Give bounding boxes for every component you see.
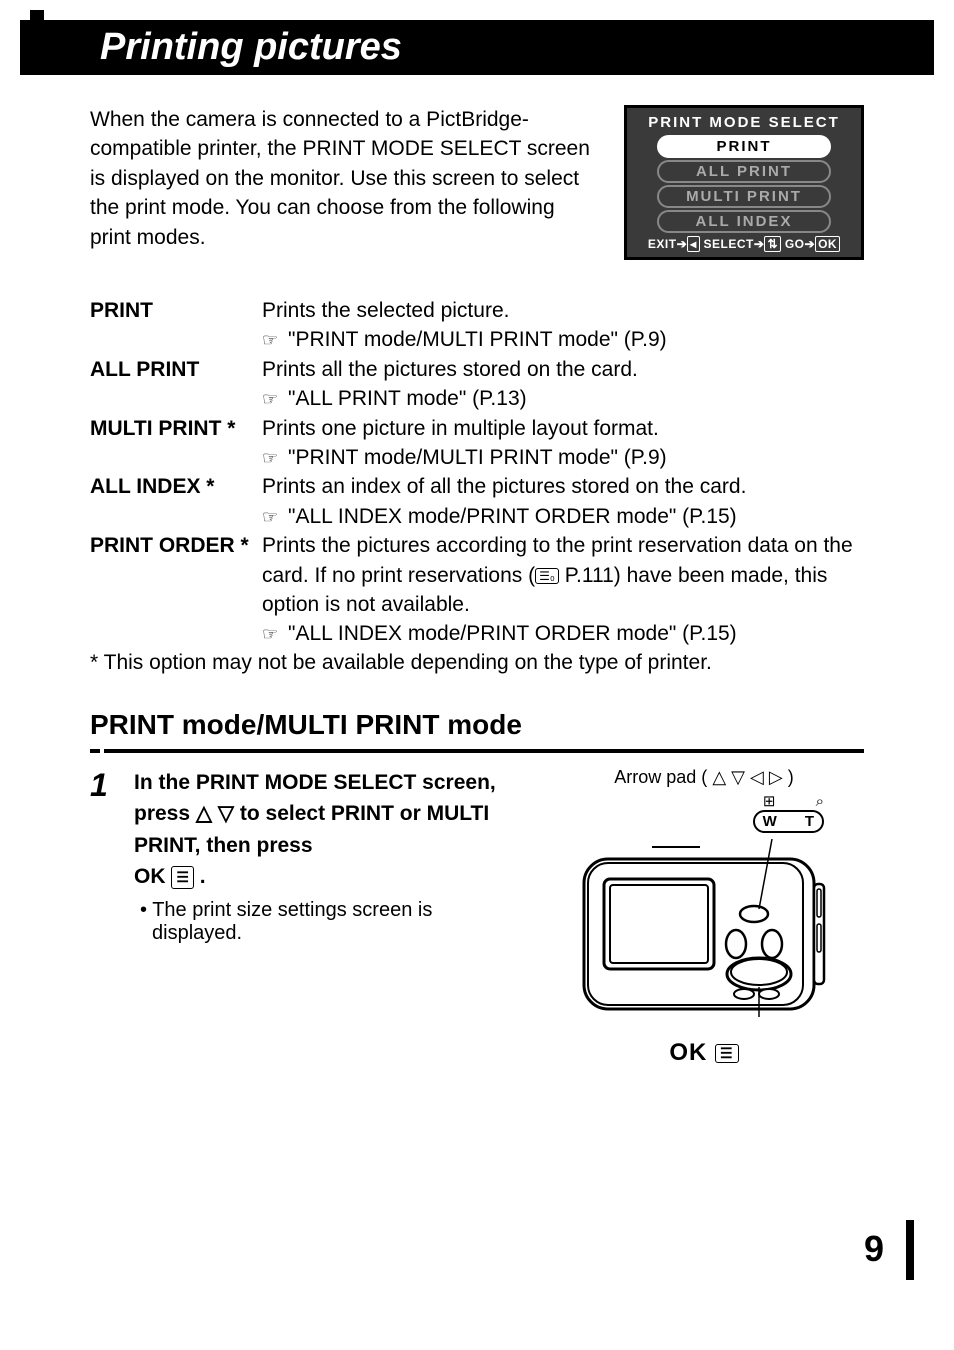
mode-row-all-index: ALL INDEX * Prints an index of all the p…	[90, 472, 864, 531]
mode-label: PRINT ORDER *	[90, 531, 262, 649]
mode-row-all-print: ALL PRINT Prints all the pictures stored…	[90, 355, 864, 414]
mode-ref: "PRINT mode/MULTI PRINT mode" (P.9)	[288, 446, 667, 469]
magnifier-icon: ⌕	[816, 793, 824, 810]
mode-row-print: PRINT Prints the selected picture. ☞ "PR…	[90, 296, 864, 355]
mode-label: PRINT	[90, 296, 262, 355]
right-triangle-icon: ▷	[769, 767, 783, 787]
menu-item-all-print: ALL PRINT	[657, 160, 831, 183]
up-triangle-icon: △	[712, 767, 726, 787]
mode-label: ALL INDEX *	[90, 472, 262, 531]
mode-desc-text: Prints the selected picture.	[262, 299, 509, 322]
section-heading: PRINT mode/MULTI PRINT mode	[90, 709, 864, 747]
page-title: Printing pictures	[90, 26, 934, 69]
mode-desc: Prints one picture in multiple layout fo…	[262, 414, 864, 473]
mode-ref: "ALL INDEX mode/PRINT ORDER mode" (P.15)	[288, 505, 737, 528]
menu-icon: ☰	[171, 866, 194, 889]
menu-item-print: PRINT	[657, 135, 831, 158]
mode-label: ALL PRINT	[90, 355, 262, 414]
step-number: 1	[90, 767, 134, 1067]
mode-desc-text: Prints all the pictures stored on the ca…	[262, 358, 638, 381]
step-block: 1 In the PRINT MODE SELECT screen, press…	[90, 767, 864, 1067]
mode-desc: Prints the selected picture. ☞ "PRINT mo…	[262, 296, 864, 355]
step-instruction: In the PRINT MODE SELECT screen, press △…	[134, 767, 524, 893]
footer-select: SELECT	[704, 237, 754, 251]
mode-desc-text: Prints one picture in multiple layout fo…	[262, 417, 659, 440]
menu-item-all-index: ALL INDEX	[657, 210, 831, 233]
step-diagram: Arrow pad ( △ ▽ ◁ ▷ ) ⊞ ⌕ WT	[544, 767, 864, 1067]
quad-icon: ⊞	[763, 793, 776, 810]
header-tab-decoration	[30, 10, 44, 75]
screen-footer: EXIT➔◂ SELECT➔⇅ GO➔OK	[633, 237, 855, 251]
screen-title: PRINT MODE SELECT	[633, 114, 855, 131]
arrow-pad-text: Arrow pad (	[614, 767, 707, 787]
camera-illustration	[544, 839, 864, 1029]
footer-updown-icon: ⇅	[764, 236, 781, 252]
page-header: Printing pictures	[20, 20, 934, 75]
footnote: * This option may not be available depen…	[90, 651, 864, 675]
mode-ref: "ALL INDEX mode/PRINT ORDER mode" (P.15)	[288, 622, 737, 645]
page-number: 9	[864, 1228, 884, 1270]
camera-svg	[574, 839, 834, 1029]
mode-desc: Prints an index of all the pictures stor…	[262, 472, 864, 531]
step-ok-label: OK	[134, 865, 166, 888]
down-triangle-icon: ▽	[218, 798, 234, 830]
down-triangle-icon: ▽	[731, 767, 745, 787]
up-triangle-icon: △	[196, 798, 212, 830]
modes-table: PRINT Prints the selected picture. ☞ "PR…	[90, 296, 864, 649]
pointer-icon: ☞	[262, 622, 278, 647]
mode-label: MULTI PRINT *	[90, 414, 262, 473]
ok-label: OK ☰	[544, 1039, 864, 1067]
mode-desc: Prints the pictures according to the pri…	[262, 531, 864, 649]
mode-row-multi-print: MULTI PRINT * Prints one picture in mult…	[90, 414, 864, 473]
step-note: • The print size settings screen is disp…	[152, 899, 524, 945]
zoom-t: T	[805, 813, 814, 830]
ok-text: OK	[669, 1039, 707, 1066]
arrow-pad-label: Arrow pad ( △ ▽ ◁ ▷ )	[544, 767, 864, 788]
mode-ref: "PRINT mode/MULTI PRINT mode" (P.9)	[288, 328, 667, 351]
intro-text: When the camera is connected to a PictBr…	[90, 105, 600, 252]
menu-item-multi-print: MULTI PRINT	[657, 185, 831, 208]
zoom-bar: ⊞ ⌕ WT	[544, 792, 824, 833]
print-mode-select-screen: PRINT MODE SELECT PRINT ALL PRINT MULTI …	[624, 105, 864, 260]
footer-go: GO	[785, 237, 805, 251]
zoom-w: W	[763, 813, 777, 830]
zoom-pill: WT	[753, 810, 824, 833]
footer-left-icon: ◂	[687, 236, 700, 252]
pointer-icon: ☞	[262, 505, 278, 530]
step-text-end: .	[200, 865, 206, 888]
step-left: 1 In the PRINT MODE SELECT screen, press…	[90, 767, 524, 1067]
mode-desc: Prints all the pictures stored on the ca…	[262, 355, 864, 414]
pointer-icon: ☞	[262, 387, 278, 412]
side-tab-decoration	[906, 1220, 914, 1280]
step-content: In the PRINT MODE SELECT screen, press △…	[134, 767, 524, 1067]
mode-ref: "ALL PRINT mode" (P.13)	[288, 387, 527, 410]
arrow-pad-close: )	[788, 767, 794, 787]
reservation-icon: ☰₀	[535, 568, 559, 584]
footer-exit: EXIT	[648, 237, 677, 251]
mode-desc-text: Prints an index of all the pictures stor…	[262, 475, 746, 498]
left-triangle-icon: ◁	[750, 767, 764, 787]
pointer-icon: ☞	[262, 446, 278, 471]
menu-icon: ☰	[715, 1044, 739, 1063]
intro-section: When the camera is connected to a PictBr…	[90, 105, 864, 260]
section-rule	[90, 749, 864, 753]
footer-ok-icon: OK	[815, 236, 840, 252]
mode-row-print-order: PRINT ORDER * Prints the pictures accord…	[90, 531, 864, 649]
pointer-icon: ☞	[262, 328, 278, 353]
